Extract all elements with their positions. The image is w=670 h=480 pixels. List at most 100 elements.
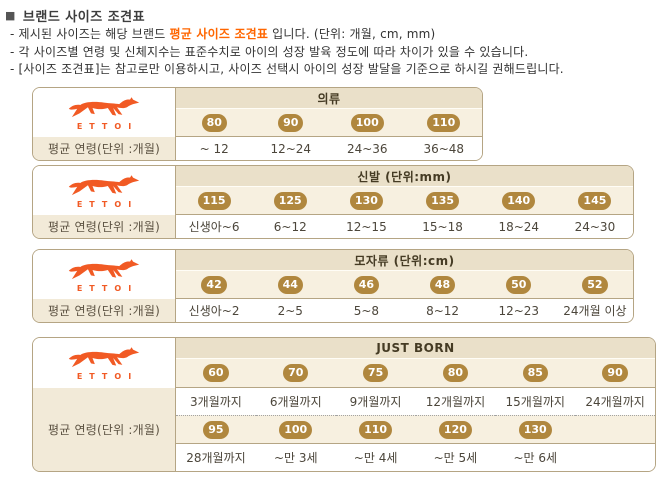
brand-logo-text: ETTOI (76, 372, 139, 381)
age-value: 18~24 (480, 215, 557, 238)
table-title: 의류 (176, 88, 482, 109)
size-table-shoes: ETTOI 신발 (단위:mm) 115 125 130 135 140 145… (32, 165, 634, 239)
brand-logo: ETTOI (33, 88, 176, 137)
age-value: 신생아~2 (176, 299, 253, 322)
size-badge: 140 (502, 191, 536, 210)
table-title: JUST BORN (176, 338, 655, 359)
page-title: ■ 브랜드 사이즈 조견표 (5, 6, 145, 25)
brand-logo: ETTOI (33, 166, 176, 215)
note1-pre: - 제시된 사이즈는 해당 브랜드 (10, 27, 170, 41)
row-label: 평균 연령(단위 :개월) (33, 215, 176, 238)
age-value: 3개월까지 (176, 388, 256, 415)
age-value: 15~18 (404, 215, 481, 238)
size-badge: 100 (350, 113, 384, 132)
note1-highlight: 평균 사이즈 조견표 (169, 27, 269, 41)
size-badge: 90 (602, 364, 628, 382)
size-badge: 130 (518, 420, 552, 439)
age-value: 6개월까지 (255, 388, 336, 415)
size-badge: 46 (353, 275, 380, 294)
empty-cell (575, 444, 655, 471)
size-cell: 80 (176, 109, 253, 137)
size-badge: 85 (522, 364, 548, 382)
size-badge: 95 (203, 420, 229, 439)
size-badge: 125 (273, 191, 307, 210)
row-label: 평균 연령(단위 :개월) (33, 388, 176, 471)
size-cell: 130 (328, 187, 405, 215)
note-line-2: - 각 사이즈별 연령 및 신체지수는 표준수치로 아이의 성장 발육 정도에 … (10, 44, 529, 59)
size-badge: 135 (426, 191, 460, 210)
size-badge: 110 (359, 420, 393, 439)
note-line-1: - 제시된 사이즈는 해당 브랜드 평균 사이즈 조견표 입니다. (단위: 개… (10, 26, 665, 44)
size-badge: 90 (278, 113, 304, 132)
size-badge: 60 (203, 364, 229, 382)
size-badge: 80 (201, 113, 227, 132)
size-table-hats: ETTOI 모자류 (단위:cm) 42 44 46 48 50 52 평균 연… (32, 249, 634, 323)
size-cell: 50 (480, 271, 557, 299)
size-cell: 135 (404, 187, 481, 215)
size-badge: 80 (442, 364, 469, 382)
size-cell: 52 (556, 271, 633, 299)
size-cell: 100 (255, 415, 336, 444)
brand-horse-icon (68, 96, 140, 117)
brand-logo-text: ETTOI (76, 121, 139, 131)
age-value: 24개월 이상 (556, 299, 633, 322)
square-bullet-icon: ■ (5, 9, 16, 22)
age-value: ~만 3세 (255, 444, 336, 471)
age-value: 12~23 (480, 299, 557, 322)
age-value: ~ 12 (176, 137, 253, 160)
size-cell: 110 (335, 415, 416, 444)
size-badge: 145 (578, 191, 612, 210)
size-cell: 80 (415, 359, 496, 388)
age-value: ~만 6세 (495, 444, 576, 471)
brand-logo: ETTOI (33, 338, 176, 388)
age-value: 24~36 (329, 137, 406, 160)
notes: - 제시된 사이즈는 해당 브랜드 평균 사이즈 조견표 입니다. (단위: 개… (10, 26, 665, 79)
size-badge: 130 (349, 191, 383, 210)
size-cell: 125 (252, 187, 329, 215)
size-cell: 145 (556, 187, 633, 215)
size-cell: 130 (495, 415, 576, 444)
size-cell: 140 (480, 187, 557, 215)
age-value: 9개월까지 (335, 388, 416, 415)
brand-logo: ETTOI (33, 250, 176, 299)
brand-horse-icon (68, 174, 140, 195)
age-value: 24개월까지 (575, 388, 655, 415)
size-cell: 70 (255, 359, 336, 388)
size-cell: 100 (329, 109, 406, 137)
size-badge: 75 (362, 364, 389, 382)
size-cell: 120 (415, 415, 496, 444)
size-table-just-born: ETTOI JUST BORN 60 70 75 80 85 90 평균 연령(… (32, 337, 656, 472)
size-cell: 44 (252, 271, 329, 299)
size-cell: 115 (176, 187, 253, 215)
table-title: 신발 (단위:mm) (176, 166, 633, 187)
brand-horse-icon (68, 347, 140, 368)
brand-horse-icon (68, 258, 140, 279)
age-value: 8~12 (404, 299, 481, 322)
age-value: 24~30 (556, 215, 633, 238)
age-value: 15개월까지 (495, 388, 576, 415)
row-label: 평균 연령(단위 :개월) (33, 299, 176, 322)
size-badge: 110 (427, 113, 461, 132)
note-line-3: - [사이즈 조견표]는 참고로만 이용하시고, 사이즈 선택시 아이의 성장 … (10, 62, 564, 76)
page-title-text: 브랜드 사이즈 조견표 (22, 10, 146, 25)
size-cell: 42 (176, 271, 253, 299)
size-cell: 48 (404, 271, 481, 299)
size-cell: 85 (495, 359, 576, 388)
age-value: 36~48 (405, 137, 482, 160)
note1-post: 입니다. (단위: 개월, cm, mm) (268, 27, 436, 41)
size-badge: 48 (429, 275, 456, 294)
age-value: 12~15 (328, 215, 405, 238)
size-badge: 50 (506, 275, 532, 294)
size-badge: 120 (438, 420, 472, 439)
size-cell: 90 (575, 359, 655, 388)
size-cell: 60 (176, 359, 256, 388)
size-badge: 70 (283, 364, 309, 382)
empty-cell (575, 415, 655, 444)
age-value: ~만 5세 (415, 444, 496, 471)
age-value: 5~8 (328, 299, 405, 322)
size-table-clothing: ETTOI 의류 80 90 100 110 평균 연령(단위 :개월) ~ 1… (32, 87, 483, 161)
size-badge: 44 (277, 275, 303, 294)
brand-logo-text: ETTOI (76, 199, 139, 209)
size-cell: 75 (335, 359, 416, 388)
size-cell: 110 (405, 109, 482, 137)
